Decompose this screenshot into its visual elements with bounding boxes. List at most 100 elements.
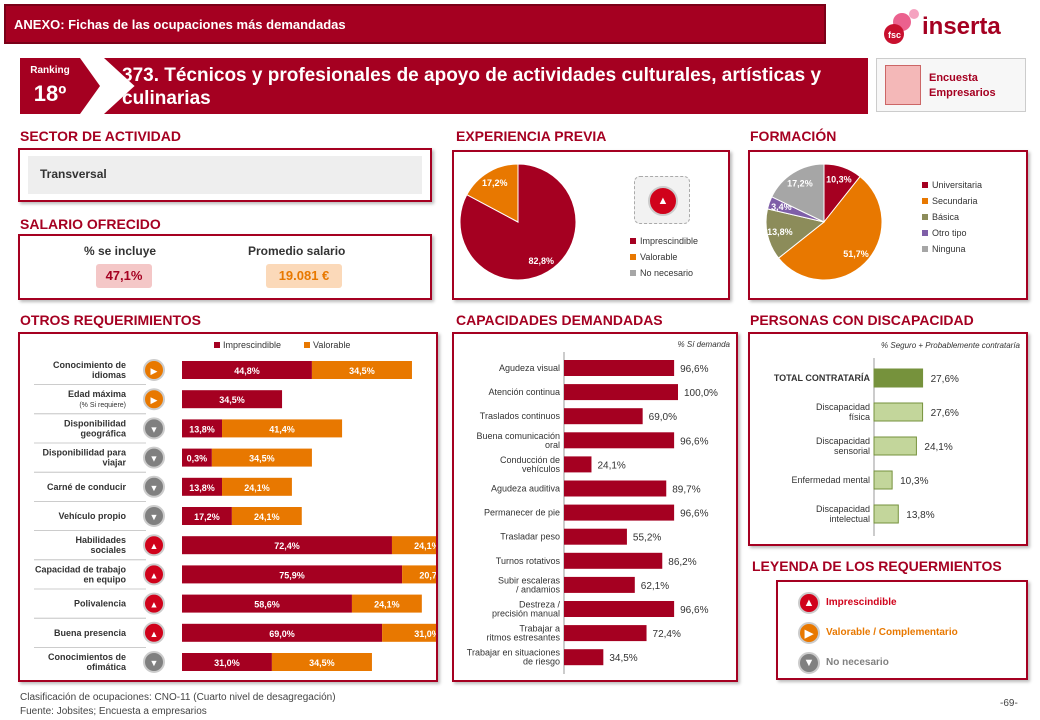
imprescindible-icon xyxy=(143,592,165,615)
capacidades-category-label: Trabajar a xyxy=(519,624,560,634)
otros-bar-1 xyxy=(211,448,312,467)
legend-label-formacion-1: Secundaria xyxy=(932,196,978,206)
valorable-icon-glyph: ▶ xyxy=(151,366,158,376)
imprescindible-icon xyxy=(143,534,165,557)
salario-panel: % se incluye Promedio salario 47,1% 19.0… xyxy=(18,234,432,300)
no-necesario-icon-glyph: ▼ xyxy=(150,658,159,668)
capacidades-bar-label: 96,6% xyxy=(680,364,708,375)
pie-slice-experiencia-1 xyxy=(466,163,519,223)
ranking-label: Ranking xyxy=(30,65,70,76)
otros-category-label: sociales xyxy=(90,545,126,555)
pie-label-formacion-0: 10,3% xyxy=(826,174,852,184)
logo-sub: fsc xyxy=(888,30,901,40)
discapacidad-chart: % Seguro + Probablemente contrataría TOTA… xyxy=(774,341,1021,536)
pie-slice-formacion-4 xyxy=(771,163,825,223)
capacidades-category-label: Traslados continuos xyxy=(480,411,561,421)
no-necesario-icon-glyph: ▼ xyxy=(150,424,159,434)
discapacidad-bar-label: 24,1% xyxy=(924,442,952,453)
legend-label-experiencia-1: Valorable xyxy=(640,252,677,262)
capacidades-bar xyxy=(564,480,667,497)
discapacidad-category-label: sensorial xyxy=(834,446,870,456)
capacidades-bar xyxy=(564,649,604,666)
valorable-icon xyxy=(143,359,165,381)
imprescindible-icon-glyph: ▲ xyxy=(150,541,159,551)
discapacidad-bar xyxy=(873,470,893,490)
otros-bar-label-1: 20,7% xyxy=(419,570,436,580)
capacidades-bar-label: 96,6% xyxy=(680,436,708,447)
legend-label-otros-0: Imprescindible xyxy=(223,340,281,350)
document-icon xyxy=(885,65,921,105)
capacidades-category-label: Subir escaleras xyxy=(498,575,561,585)
otros-bar-label-1: 24,1% xyxy=(254,512,280,522)
discapacidad-bar xyxy=(873,436,917,456)
legend-swatch-formacion-2 xyxy=(922,214,928,220)
otros-category-label: Polivalencia xyxy=(74,599,127,609)
capacidades-bar-label: 62,1% xyxy=(641,581,669,592)
discapacidad-category-label: Discapacidad xyxy=(816,402,870,412)
otros-bar-label-0: 17,2% xyxy=(194,512,220,522)
capacidades-bar xyxy=(564,432,675,449)
no-necesario-icon-glyph: ▼ xyxy=(150,454,159,464)
capacidades-bar-label: 86,2% xyxy=(668,557,696,568)
otros-bar-0 xyxy=(182,361,312,379)
legend-label-formacion-4: Ninguna xyxy=(932,244,966,254)
otros-category-label: Conocimiento de xyxy=(53,360,126,370)
capacidades-category-label: Turnos rotativos xyxy=(496,556,561,566)
capacidades-bar-label: 100,0% xyxy=(684,388,718,399)
leyenda-valorable: Valorable / Complementario xyxy=(826,627,958,638)
otros-category-label: Disponibilidad para xyxy=(42,448,127,458)
otros-bar-0 xyxy=(182,477,223,496)
imprescindible-indicator: ▲ xyxy=(634,176,690,224)
capacidades-bar-label: 34,5% xyxy=(609,653,637,664)
otros-bar-label-1: 34,5% xyxy=(309,658,335,668)
discapacidad-category-label: Discapacidad xyxy=(816,436,870,446)
formacion-panel: 10,3% 51,7% 13,8% 3,4% 17,2% Universitaria Sec… xyxy=(748,150,1028,300)
legend-swatch-experiencia-1 xyxy=(630,254,636,260)
ranking-badge: Ranking 18º xyxy=(20,58,100,114)
footer-line2: Fuente: Jobsites; Encuesta a empresarios xyxy=(20,706,207,717)
otros-bar-label-1: 31,0% xyxy=(414,629,436,639)
otros-bar-0 xyxy=(182,536,392,555)
capacidades-bar-label: 55,2% xyxy=(633,533,661,544)
otros-bar-label-1: 24,1% xyxy=(244,483,270,493)
legend-swatch-experiencia-2 xyxy=(630,270,636,276)
no-necesario-icon xyxy=(143,505,165,527)
section-otros-title: OTROS REQUERIMIENTOS xyxy=(20,312,201,328)
otros-bar-label-0: 75,9% xyxy=(279,570,305,580)
otros-category-label: ofimática xyxy=(86,662,127,672)
otros-bar-label-1: 24,1% xyxy=(414,541,436,551)
otros-bar-label-0: 31,0% xyxy=(214,658,240,668)
occupation-title-bar: 373. Técnicos y profesionales de apoyo d… xyxy=(104,58,868,114)
otros-category-label: Buena presencia xyxy=(54,628,127,638)
section-capacidades-title: CAPACIDADES DEMANDADAS xyxy=(456,312,663,328)
legend-label-experiencia-2: No necesario xyxy=(640,268,693,278)
otros-bar-1 xyxy=(271,653,372,671)
otros-bar-label-0: 13,8% xyxy=(189,483,215,493)
discapacidad-note: % Seguro + Probablemente contrataría xyxy=(881,341,1021,350)
legend-label-experiencia-0: Imprescindible xyxy=(640,236,698,246)
capacidades-bar xyxy=(564,504,675,521)
experiencia-pie-chart: 82,8% 17,2% Imprescindible Valorable No nece… xyxy=(459,163,698,281)
otros-bar-0 xyxy=(182,653,272,671)
footer-line1: Clasificación de ocupaciones: CNO-11 (Cu… xyxy=(20,692,336,703)
discapacidad-bar xyxy=(873,402,924,422)
capacidades-bar xyxy=(564,576,635,593)
otros-bar-0 xyxy=(182,448,212,467)
capacidades-bar xyxy=(564,601,675,617)
discapacidad-bar-label: 13,8% xyxy=(906,510,934,521)
capacidades-category-label: Agudeza visual xyxy=(499,363,560,373)
discapacidad-panel: % Seguro + Probablemente contrataría TOTA… xyxy=(748,332,1028,546)
otros-bar-1 xyxy=(382,623,436,642)
legend-swatch-formacion-0 xyxy=(922,182,928,188)
pie-label-formacion-2: 13,8% xyxy=(767,227,793,237)
section-salario-title: SALARIO OFRECIDO xyxy=(20,216,161,232)
capacidades-category-label: Conducción de xyxy=(500,455,560,465)
capacidades-category-label: Destreza / xyxy=(519,600,561,610)
no-necesario-icon xyxy=(143,417,165,440)
header-title: ANEXO: Fichas de las ocupaciones más dem… xyxy=(14,17,346,32)
legend-swatch-formacion-1 xyxy=(922,198,928,204)
discapacidad-category-label: TOTAL CONTRATARÍA xyxy=(774,373,871,383)
no-necesario-icon xyxy=(143,475,165,498)
capacidades-category-label: precisión manual xyxy=(492,609,560,619)
encuesta-line1: Encuesta xyxy=(929,72,978,84)
